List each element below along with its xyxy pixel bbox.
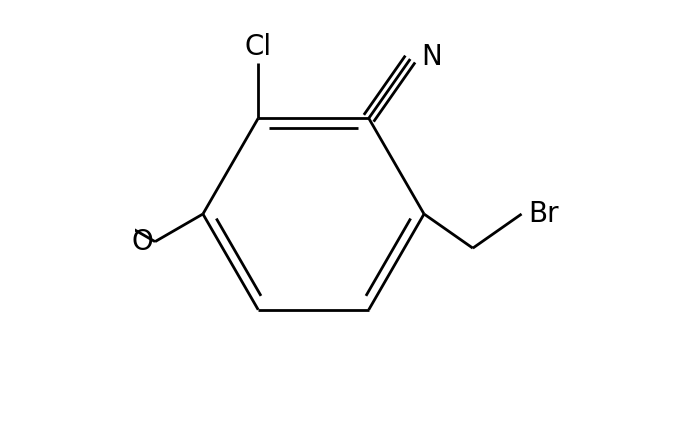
- Text: O: O: [131, 228, 153, 256]
- Text: Br: Br: [528, 200, 559, 228]
- Text: N: N: [421, 43, 441, 71]
- Text: Cl: Cl: [245, 33, 272, 61]
